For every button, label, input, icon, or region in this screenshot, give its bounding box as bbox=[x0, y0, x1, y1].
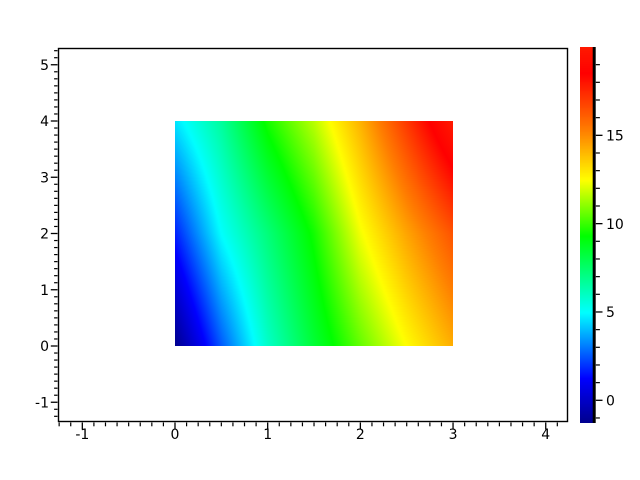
x-tick-label: 1 bbox=[263, 427, 272, 443]
y-tick-label: 4 bbox=[40, 114, 49, 130]
x-tick-label: 4 bbox=[541, 427, 550, 443]
y-tick-label: 3 bbox=[40, 170, 49, 186]
axes-frame bbox=[57, 47, 569, 423]
colorbar-tick-label: 10 bbox=[606, 217, 624, 233]
x-tick-label: 0 bbox=[171, 427, 180, 443]
colorbar-tick-label: 15 bbox=[606, 129, 624, 145]
x-tick-label: 3 bbox=[449, 427, 458, 443]
colorbar-tick-label: 5 bbox=[606, 305, 615, 321]
y-tick-label: 5 bbox=[40, 58, 49, 74]
y-tick-label: 2 bbox=[40, 227, 49, 243]
x-tick-label: -1 bbox=[75, 427, 89, 443]
heatmap-image bbox=[175, 121, 453, 346]
x-tick-label: 2 bbox=[356, 427, 365, 443]
colorbar-tick-label: 0 bbox=[606, 394, 615, 410]
y-tick-label: -1 bbox=[35, 395, 49, 411]
y-tick-label: 1 bbox=[40, 283, 49, 299]
y-tick-label: 0 bbox=[40, 339, 49, 355]
colorbar-gradient bbox=[580, 47, 593, 423]
